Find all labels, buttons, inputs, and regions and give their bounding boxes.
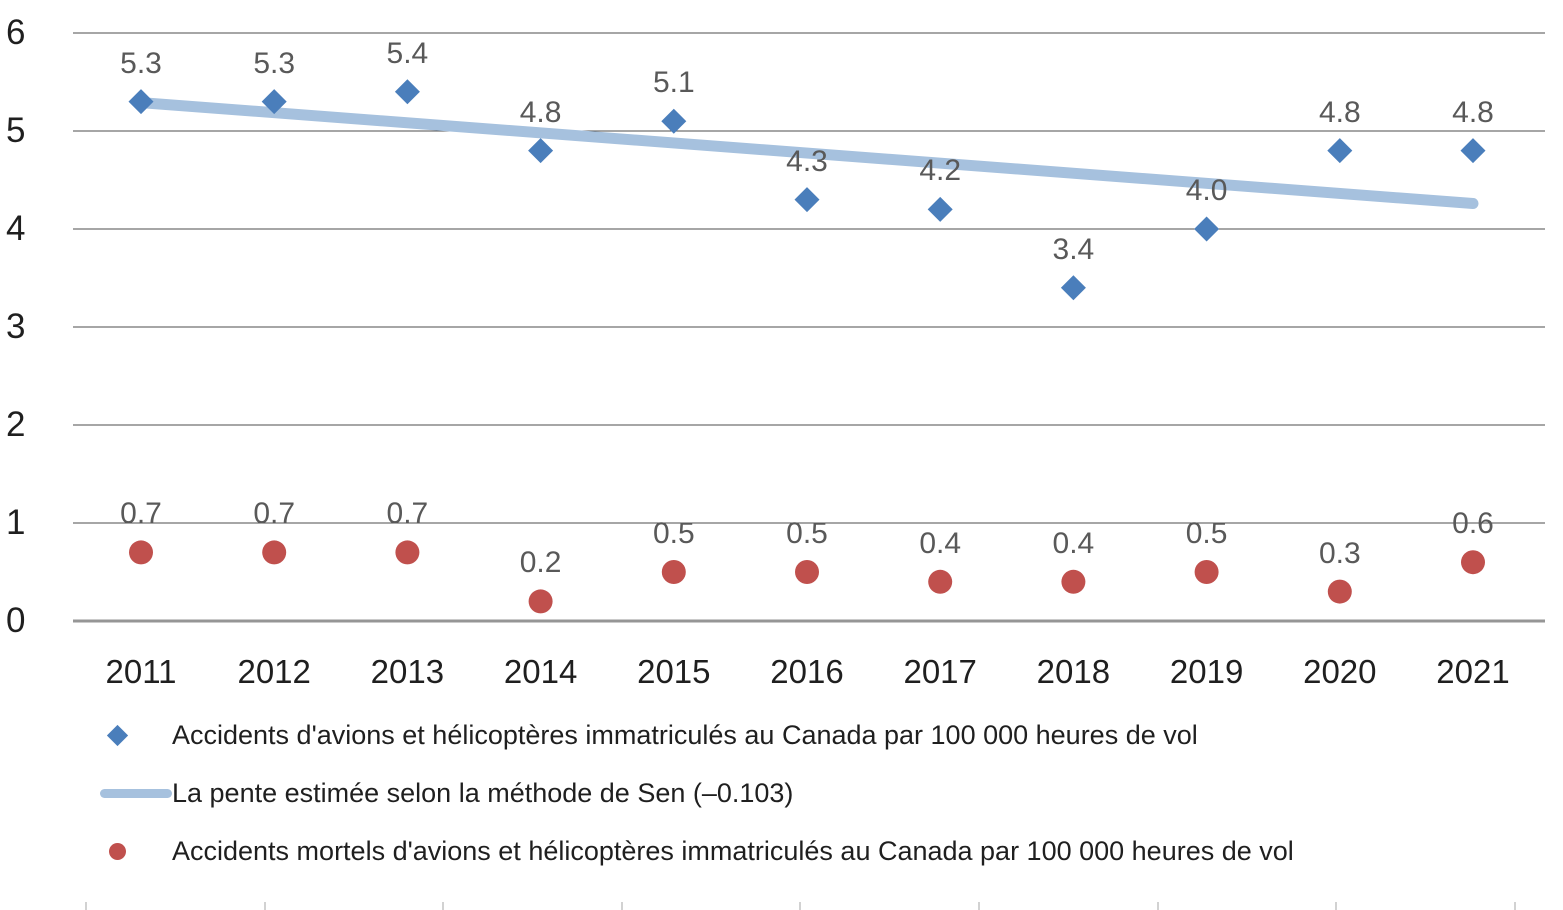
y-tick-label-3: 3 (6, 307, 26, 346)
data-point-2019-fatal (1194, 560, 1219, 584)
data-point-2021-accidents (1460, 138, 1486, 164)
data-label-2021-accidents: 4.8 (1452, 95, 1494, 129)
data-label-2011-fatal: 0.7 (120, 497, 162, 531)
data-label-2012-fatal: 0.7 (253, 497, 296, 531)
bottom-tick (1335, 902, 1338, 910)
data-point-2011-accidents (128, 89, 154, 115)
data-point-2016-fatal (795, 560, 819, 584)
data-point-2013-accidents (394, 79, 420, 105)
bottom-tick (799, 902, 802, 910)
data-point-2013-fatal (395, 540, 420, 565)
x-tick-label-2011: 2011 (105, 653, 177, 690)
x-tick-label-2021: 2021 (1436, 653, 1510, 690)
data-label-2015-fatal: 0.5 (652, 517, 695, 550)
legend-item-accidents: Accidents d'avions et hélicoptères immat… (62, 716, 1522, 754)
y-tick-label-6: 6 (6, 13, 26, 52)
bottom-tick (1513, 902, 1516, 910)
y-tick-label-2: 2 (6, 405, 26, 444)
y-tick-label-1: 1 (6, 503, 26, 542)
data-point-2020-accidents (1327, 138, 1353, 164)
trend-line-marker-icon (100, 788, 172, 798)
data-point-2015-accidents (661, 108, 687, 134)
y-tick-label-0: 0 (6, 601, 26, 640)
data-label-2020-accidents: 4.8 (1318, 95, 1361, 129)
data-label-2019-fatal: 0.5 (1185, 517, 1228, 550)
data-point-2017-fatal (928, 569, 953, 594)
sen-trend-line (135, 97, 1479, 210)
data-point-2011-fatal (129, 540, 153, 565)
data-point-2016-accidents (794, 187, 820, 213)
data-point-2020-fatal (1327, 579, 1352, 604)
legend-label-fatal-accidents: Accidents mortels d'avions et hélicoptèr… (172, 835, 1294, 866)
data-label-2013-accidents: 5.4 (386, 36, 429, 70)
x-tick-label-2016: 2016 (770, 653, 844, 690)
legend: Accidents d'avions et hélicoptères immat… (62, 716, 1522, 890)
data-label-2011-accidents: 5.3 (120, 46, 162, 80)
data-point-2017-accidents (927, 196, 953, 222)
x-tick-label-2013: 2013 (370, 653, 445, 690)
data-point-2019-accidents (1194, 216, 1220, 242)
data-point-2018-accidents (1060, 275, 1086, 301)
data-label-2017-accidents: 4.2 (919, 154, 962, 188)
bottom-tick (263, 902, 266, 910)
data-label-2019-accidents: 4.0 (1185, 174, 1228, 207)
y-tick-label-4: 4 (6, 209, 26, 248)
data-label-2014-accidents: 4.8 (519, 95, 562, 129)
data-point-2015-fatal (661, 560, 686, 584)
data-point-2014-fatal (528, 589, 553, 614)
bottom-tick (442, 902, 445, 910)
legend-item-fatal-accidents: Accidents mortels d'avions et hélicoptèr… (62, 832, 1522, 870)
bottom-tick (978, 902, 980, 910)
bottom-tick (1156, 902, 1159, 910)
data-label-2018-accidents: 3.4 (1052, 232, 1095, 266)
data-label-2021-fatal: 0.6 (1452, 507, 1494, 541)
circle-marker-icon (108, 842, 126, 860)
data-label-2020-fatal: 0.3 (1318, 536, 1361, 570)
data-label-2016-accidents: 4.3 (786, 144, 828, 178)
data-point-2014-accidents (528, 138, 554, 164)
data-label-2012-accidents: 5.3 (253, 46, 296, 80)
x-tick-label-2017: 2017 (903, 653, 977, 690)
x-tick-label-2012: 2012 (237, 653, 311, 690)
data-point-2012-accidents (261, 89, 287, 115)
data-label-2016-fatal: 0.5 (786, 517, 828, 550)
x-tick-label-2019: 2019 (1169, 653, 1244, 690)
data-label-2017-fatal: 0.4 (919, 526, 962, 560)
bottom-tick (85, 902, 87, 910)
data-label-2013-fatal: 0.7 (386, 497, 429, 531)
data-label-2014-fatal: 0.2 (519, 546, 562, 580)
data-point-2012-fatal (262, 540, 287, 565)
legend-item-sen-slope: La pente estimée selon la méthode de Sen… (62, 774, 1522, 812)
x-tick-label-2015: 2015 (637, 653, 711, 690)
data-point-2021-fatal (1461, 550, 1485, 575)
data-label-2015-accidents: 5.1 (652, 66, 695, 100)
bottom-tick (620, 902, 623, 910)
legend-label-sen-slope: La pente estimée selon la méthode de Sen… (172, 777, 794, 808)
x-tick-label-2018: 2018 (1036, 653, 1111, 690)
diamond-marker-icon (106, 724, 128, 746)
data-point-2018-fatal (1061, 569, 1086, 594)
y-tick-label-5: 5 (6, 111, 26, 150)
x-tick-label-2014: 2014 (503, 653, 578, 690)
legend-label-accidents: Accidents d'avions et hélicoptères immat… (172, 719, 1198, 750)
x-tick-label-2020: 2020 (1303, 653, 1377, 690)
data-label-2018-fatal: 0.4 (1052, 526, 1095, 560)
